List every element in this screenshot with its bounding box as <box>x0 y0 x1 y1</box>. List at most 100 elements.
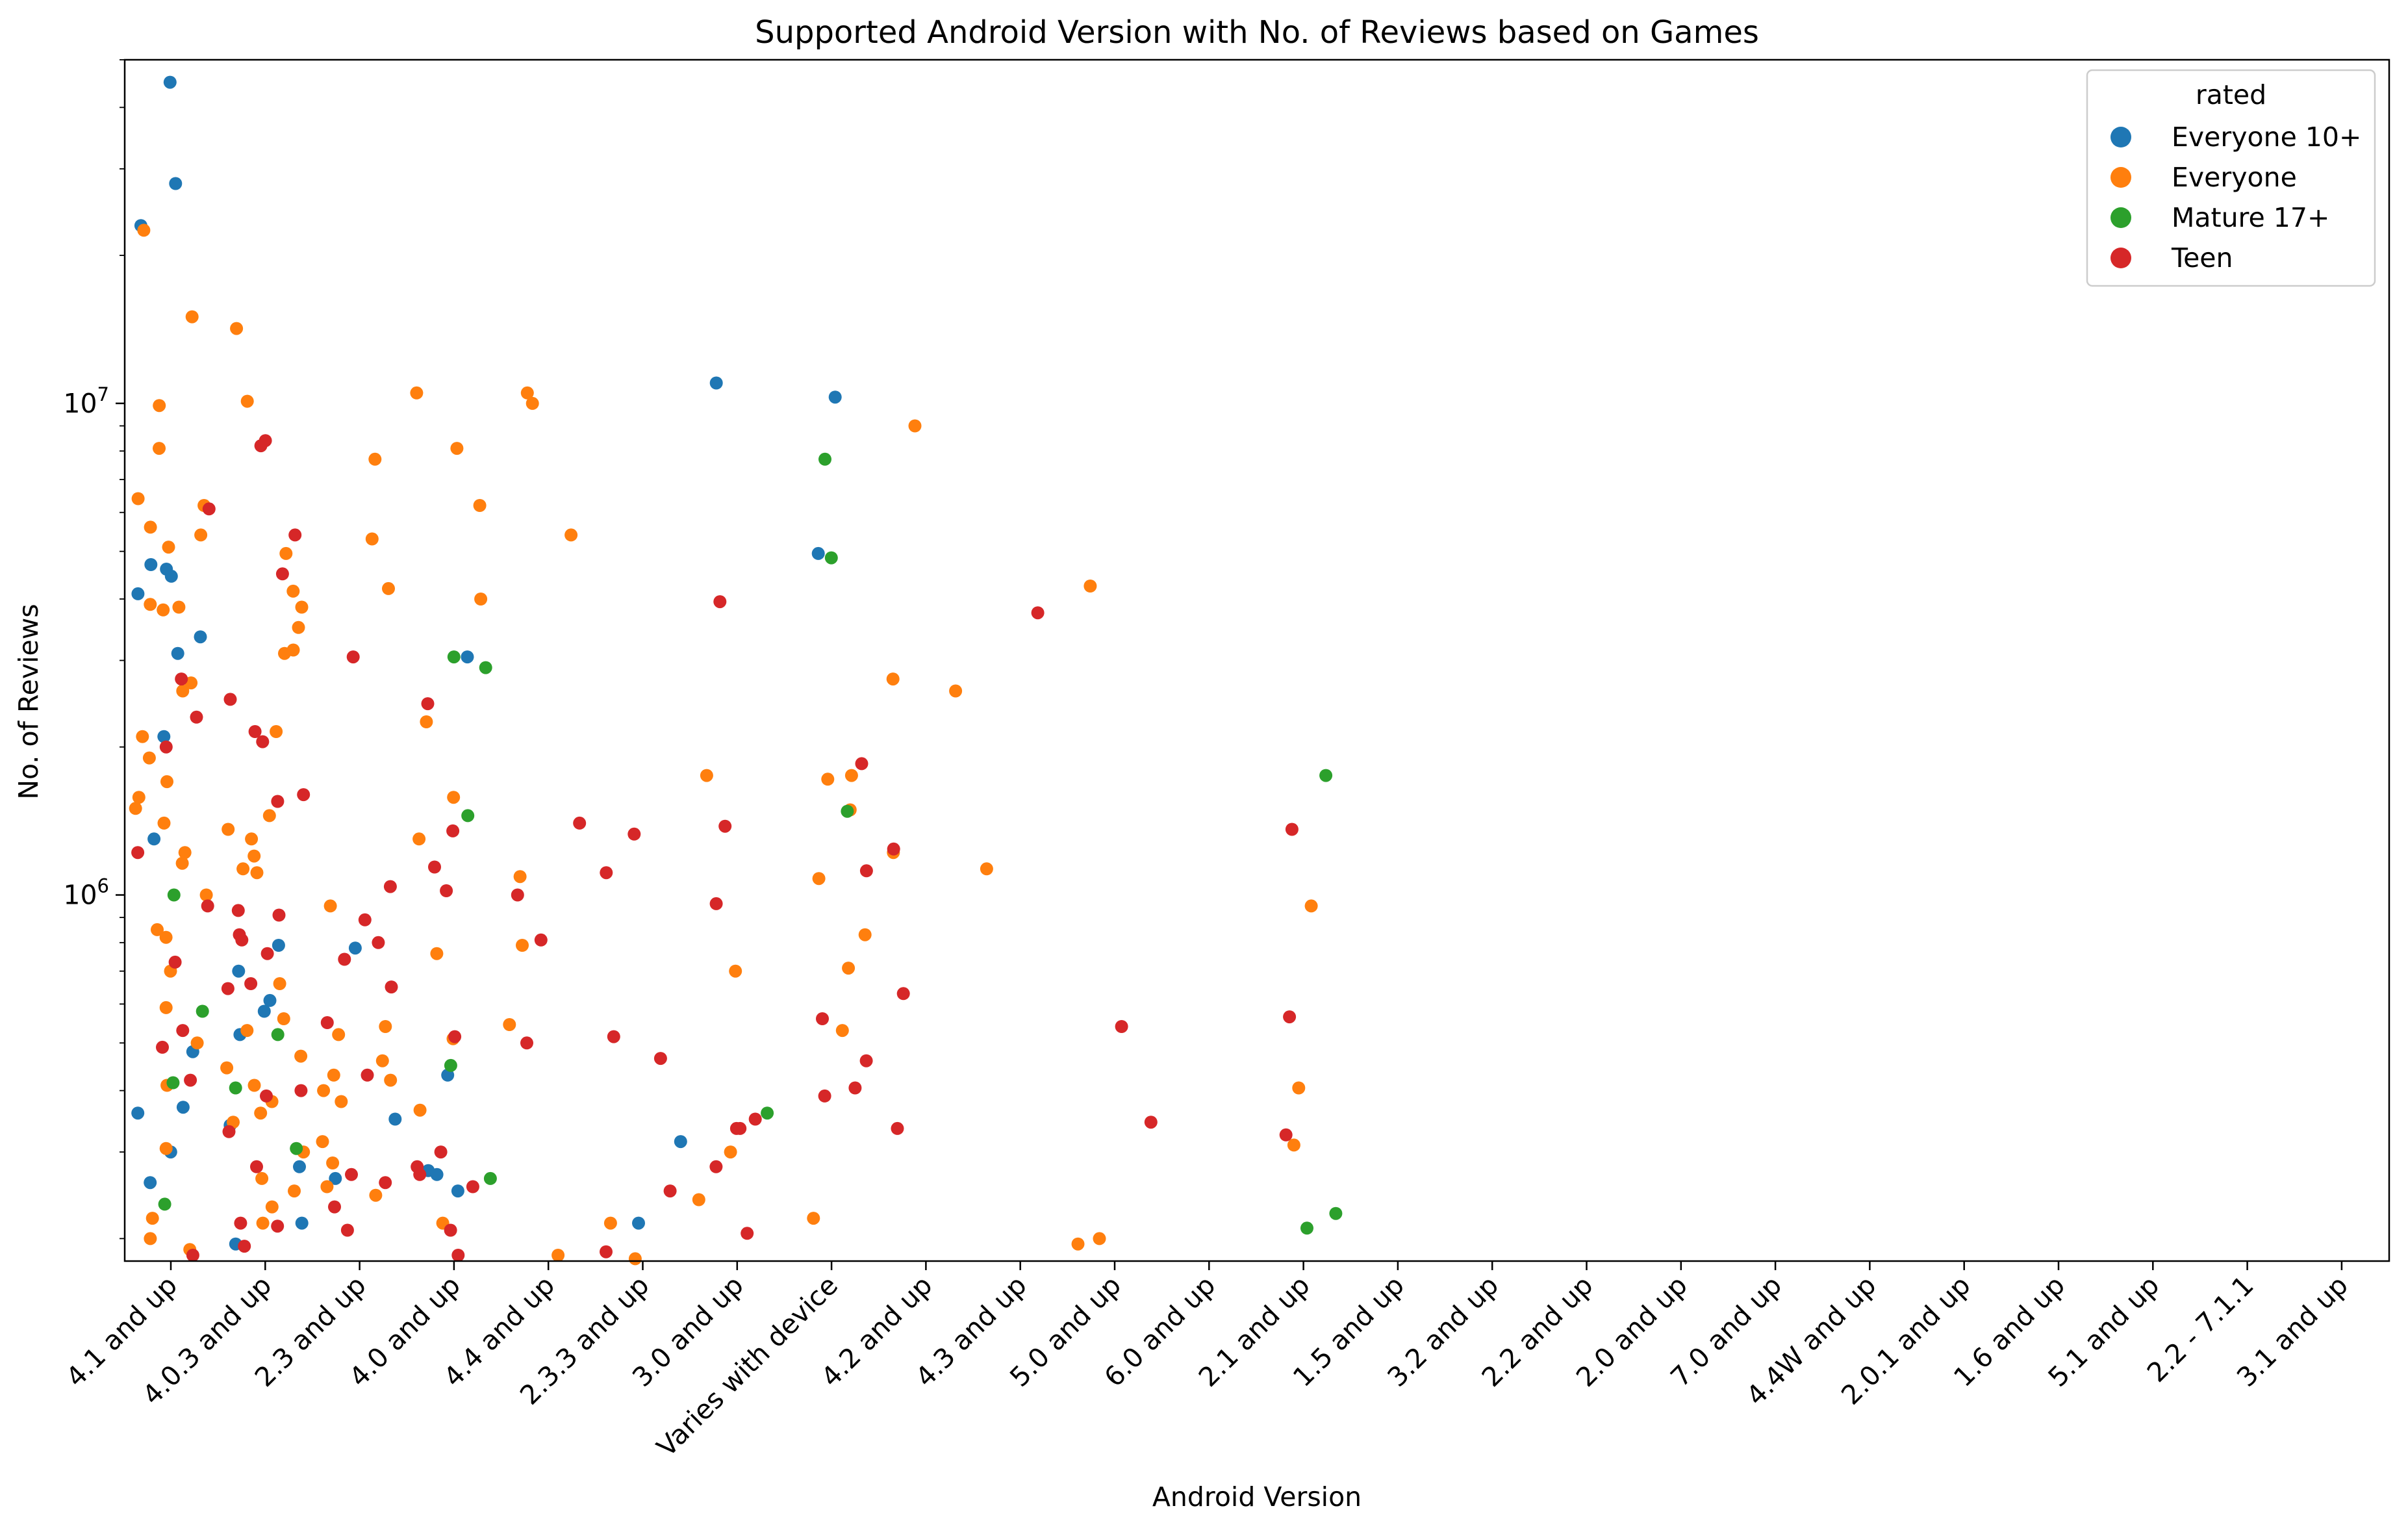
data-point <box>628 1252 642 1266</box>
data-point <box>271 795 285 808</box>
data-point <box>222 823 235 836</box>
data-point <box>891 1121 904 1135</box>
data-point <box>185 310 199 324</box>
data-point <box>1287 1138 1300 1152</box>
data-point <box>221 982 234 995</box>
data-point <box>184 1073 197 1087</box>
data-point <box>248 725 262 738</box>
data-point <box>410 386 424 400</box>
legend-marker <box>2110 207 2131 228</box>
data-point <box>316 1135 329 1149</box>
data-point <box>327 1068 340 1082</box>
data-point <box>811 546 825 560</box>
data-point <box>444 1058 457 1072</box>
data-point <box>290 1142 303 1155</box>
data-point <box>136 730 149 743</box>
data-point <box>153 442 166 455</box>
data-point <box>277 1012 290 1025</box>
data-point <box>1300 1221 1313 1235</box>
data-point <box>168 955 182 969</box>
data-point <box>235 933 249 947</box>
data-point <box>1319 769 1333 782</box>
data-point <box>202 502 216 516</box>
data-point <box>573 816 587 830</box>
data-point <box>412 832 426 846</box>
data-point <box>158 1197 171 1211</box>
data-point <box>340 1223 354 1237</box>
data-point <box>222 1125 236 1138</box>
data-point <box>260 1089 273 1103</box>
legend-entry-label: Everyone <box>2172 162 2297 193</box>
data-point <box>171 646 184 660</box>
data-point <box>564 528 578 542</box>
data-point <box>320 1180 334 1194</box>
data-point <box>254 439 268 453</box>
data-point <box>949 684 963 698</box>
data-point <box>144 520 157 534</box>
data-point <box>473 499 487 512</box>
data-point <box>434 1145 448 1159</box>
data-point <box>250 1160 263 1173</box>
data-point <box>835 1024 849 1038</box>
data-point <box>818 1089 831 1103</box>
data-point <box>201 899 214 913</box>
data-point <box>430 947 444 960</box>
data-point <box>256 1216 270 1230</box>
data-point <box>190 710 203 724</box>
data-point <box>384 1073 398 1087</box>
legend-entry-label: Teen <box>2171 242 2233 274</box>
data-point <box>166 1076 180 1090</box>
data-point <box>159 740 173 754</box>
data-point <box>1285 823 1299 836</box>
data-point <box>603 1216 617 1230</box>
data-point <box>162 541 175 554</box>
legend-marker <box>2110 248 2131 268</box>
data-point <box>238 1240 251 1253</box>
data-point <box>273 977 286 990</box>
data-point <box>288 528 302 542</box>
data-point <box>260 947 274 960</box>
data-point <box>151 923 164 936</box>
data-point <box>709 1160 723 1173</box>
data-point <box>279 546 293 560</box>
data-point <box>1093 1232 1106 1245</box>
data-point <box>821 772 835 786</box>
data-point <box>483 1171 497 1185</box>
data-point <box>272 908 286 922</box>
data-point <box>271 1028 285 1041</box>
data-point <box>358 913 372 926</box>
data-point <box>551 1249 565 1262</box>
data-point <box>175 672 188 686</box>
data-point <box>858 928 872 941</box>
data-point <box>157 730 171 743</box>
data-point <box>600 1245 613 1258</box>
data-point <box>908 419 922 433</box>
data-point <box>361 1068 374 1082</box>
data-point <box>159 1142 173 1155</box>
data-point <box>382 581 395 595</box>
data-point <box>176 1101 190 1114</box>
data-point <box>240 1024 254 1038</box>
data-point <box>447 650 461 664</box>
data-point <box>379 1176 392 1190</box>
data-point <box>700 769 713 782</box>
data-point <box>294 1049 308 1063</box>
data-point <box>169 177 183 190</box>
data-point <box>240 394 254 408</box>
data-point <box>365 532 379 546</box>
data-point <box>164 569 178 583</box>
data-point <box>295 1216 309 1230</box>
data-point <box>194 528 208 542</box>
legend-marker <box>2110 167 2131 188</box>
data-point <box>265 1200 279 1214</box>
data-point <box>199 888 213 902</box>
data-point <box>147 832 161 846</box>
data-point <box>886 672 900 686</box>
data-point <box>175 856 189 870</box>
data-point <box>144 558 158 571</box>
data-point <box>178 846 192 860</box>
data-point <box>131 587 145 600</box>
data-point <box>232 964 246 978</box>
data-point <box>163 75 177 89</box>
